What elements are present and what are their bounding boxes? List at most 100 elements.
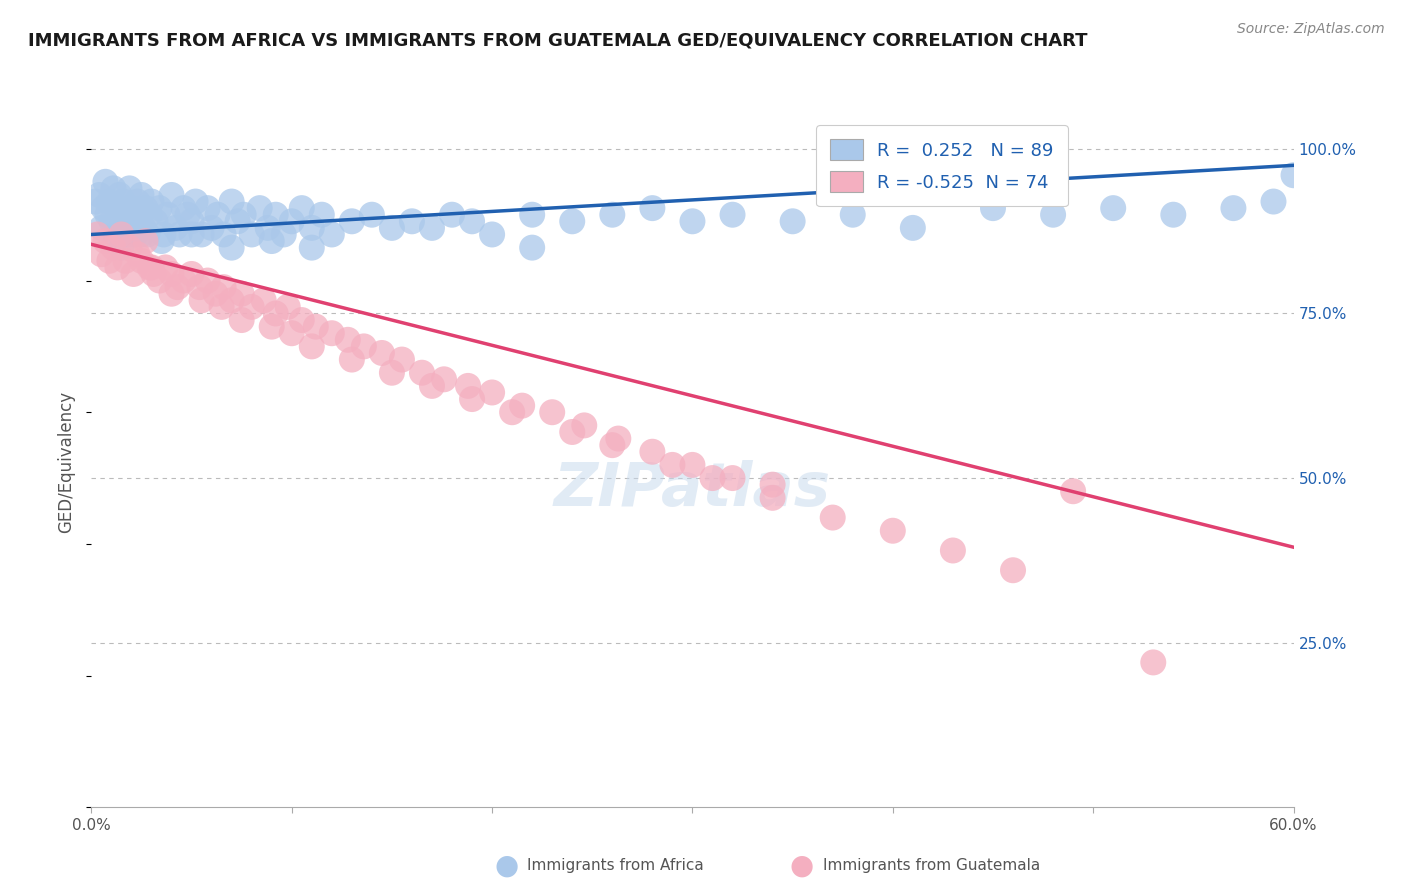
Point (166, 280, 188, 294)
Point (1102, 201, 1125, 215)
Point (281, 214, 304, 228)
Point (127, 247, 149, 261)
Point (253, 293, 276, 308)
Point (231, 313, 253, 327)
Point (433, 372, 456, 386)
Point (124, 227, 146, 242)
Point (231, 286, 253, 301)
Point (411, 366, 433, 380)
Point (141, 194, 163, 209)
Point (150, 234, 173, 248)
Point (207, 208, 229, 222)
Point (136, 227, 159, 242)
Point (197, 201, 219, 215)
Point (110, 241, 132, 255)
Point (340, 214, 363, 228)
Point (226, 214, 249, 228)
Point (180, 267, 202, 281)
Point (461, 392, 484, 406)
Point (281, 326, 304, 341)
Point (561, 214, 583, 228)
Legend: R =  0.252   N = 89, R = -0.525  N = 74: R = 0.252 N = 89, R = -0.525 N = 74 (815, 125, 1069, 206)
Point (176, 208, 198, 222)
Point (84, 194, 107, 209)
Point (301, 241, 323, 255)
Point (118, 241, 141, 255)
Point (321, 227, 343, 242)
Point (942, 543, 965, 558)
Point (264, 208, 287, 222)
Point (94, 175, 117, 189)
Point (114, 253, 136, 268)
Point (1062, 484, 1084, 499)
Point (212, 227, 235, 242)
Point (211, 300, 233, 314)
Point (180, 227, 202, 242)
Point (301, 220, 323, 235)
Point (100, 214, 122, 228)
Point (221, 293, 243, 308)
Point (86, 227, 108, 242)
Point (901, 220, 924, 235)
Point (173, 201, 195, 215)
Point (180, 214, 202, 228)
Point (782, 214, 804, 228)
Point (522, 208, 544, 222)
Point (561, 425, 583, 439)
Point (721, 208, 744, 222)
Y-axis label: GED/Equivalency: GED/Equivalency (58, 391, 76, 533)
Point (522, 241, 544, 255)
Point (98, 253, 121, 268)
Point (681, 214, 703, 228)
Point (457, 379, 479, 393)
Point (702, 471, 724, 485)
Point (188, 280, 211, 294)
Point (98, 194, 121, 209)
Point (1001, 563, 1024, 577)
Point (90, 220, 112, 235)
Point (353, 339, 375, 353)
Point (340, 352, 363, 367)
Point (291, 313, 314, 327)
Point (721, 471, 744, 485)
Text: Source: ZipAtlas.com: Source: ZipAtlas.com (1237, 22, 1385, 37)
Point (107, 260, 129, 275)
Point (148, 274, 170, 288)
Point (360, 208, 382, 222)
Point (1222, 201, 1244, 215)
Point (481, 385, 503, 400)
Point (160, 286, 183, 301)
Point (391, 352, 413, 367)
Point (762, 491, 785, 505)
Point (169, 227, 191, 242)
Point (301, 339, 323, 353)
Point (311, 208, 333, 222)
Point (249, 201, 271, 215)
Point (1282, 168, 1305, 182)
Point (371, 346, 394, 360)
Point (305, 319, 328, 334)
Point (420, 220, 443, 235)
Point (264, 306, 287, 320)
Point (277, 300, 299, 314)
Point (89, 188, 111, 202)
Point (981, 201, 1004, 215)
Point (96, 208, 118, 222)
Point (190, 293, 212, 308)
Point (165, 220, 187, 235)
Point (221, 194, 243, 209)
Point (1042, 208, 1064, 222)
Point (148, 201, 170, 215)
Point (204, 286, 226, 301)
Point (661, 458, 683, 472)
Point (201, 220, 224, 235)
Point (90, 247, 112, 261)
Point (127, 194, 149, 209)
Point (440, 208, 463, 222)
Point (240, 300, 263, 314)
Point (256, 220, 278, 235)
Point (401, 214, 423, 228)
Point (841, 208, 863, 222)
Point (602, 208, 624, 222)
Text: Immigrants from Guatemala: Immigrants from Guatemala (823, 858, 1040, 872)
